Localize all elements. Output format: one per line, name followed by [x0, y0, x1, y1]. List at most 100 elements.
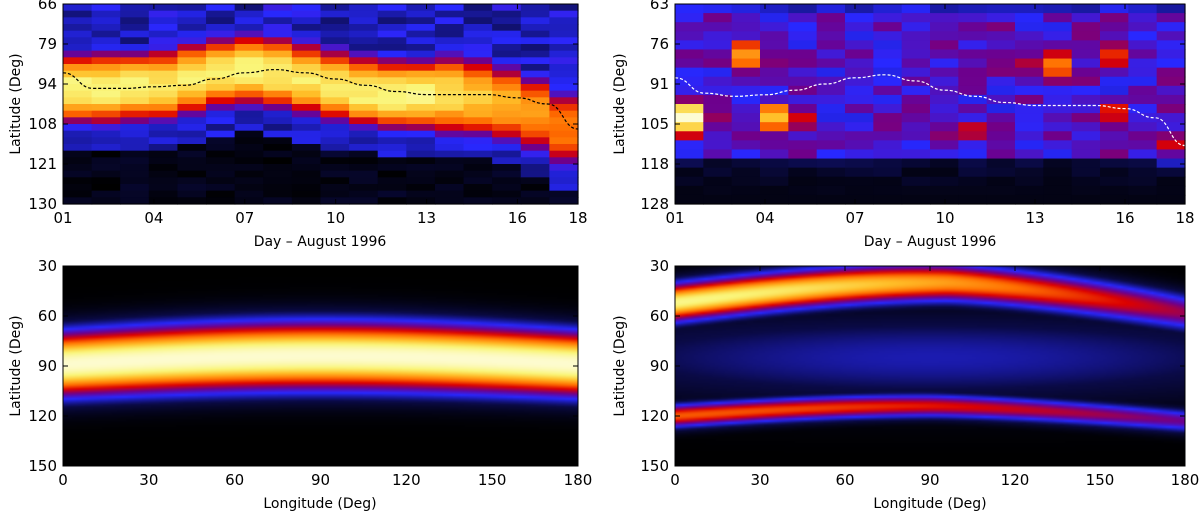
heatmap-cell [788, 167, 818, 178]
heatmap-cell [873, 104, 903, 114]
heatmap-cell [177, 90, 207, 98]
heatmap-cell [234, 137, 264, 145]
heatmap-cell [1015, 158, 1044, 169]
heatmap-cell [1043, 85, 1073, 96]
heatmap-cell [291, 110, 322, 118]
x-tick-label: 16 [1115, 209, 1134, 227]
heatmap-cell [958, 31, 988, 41]
heatmap-cell [549, 124, 579, 132]
heatmap-cell [930, 104, 959, 114]
heatmap-cell [63, 44, 93, 52]
heatmap-cell [377, 30, 407, 38]
heatmap-cell [731, 158, 761, 169]
heatmap-cell [234, 157, 264, 165]
heatmap-cell [760, 58, 789, 69]
heatmap-cell [349, 70, 379, 78]
heatmap-cell [1156, 40, 1186, 51]
x-tick-label: 180 [564, 471, 593, 489]
heatmap-cell [377, 4, 407, 12]
heatmap-cell [63, 137, 93, 145]
heatmap-cell [1100, 104, 1129, 114]
heatmap-cell [91, 150, 121, 158]
heatmap-cell [91, 110, 121, 118]
x-tick-label: 13 [1025, 209, 1044, 227]
heatmap-cell [263, 150, 293, 158]
heatmap-cell [320, 50, 350, 58]
heatmap-cell [148, 170, 179, 178]
heatmap-cell [377, 90, 407, 98]
heatmap-cell [263, 84, 293, 92]
heatmap-cell [291, 137, 322, 145]
x-tick-label: 0 [670, 471, 680, 489]
heatmap-cell [1043, 176, 1073, 187]
heatmap-cell [120, 164, 150, 172]
heatmap-cell [930, 22, 959, 32]
heatmap-cell [377, 144, 407, 152]
x-tick-label: 0 [58, 471, 68, 489]
heatmap-cell [349, 24, 379, 32]
heatmap-cell [177, 24, 207, 32]
y-tick-label: 63 [650, 0, 669, 13]
heatmap-cell [377, 157, 407, 165]
heatmap-cell [1071, 49, 1101, 60]
heatmap-cell [291, 44, 322, 52]
heatmap-cell [291, 117, 322, 125]
heatmap-cell [930, 40, 959, 51]
heatmap-cell [377, 150, 407, 158]
heatmap-cell [675, 131, 704, 141]
heatmap-cell [91, 57, 121, 65]
heatmap-cell [234, 197, 264, 205]
heatmap-cell [177, 177, 207, 185]
heatmap-cell [263, 184, 293, 192]
heatmap-cell [1043, 194, 1073, 205]
heatmap-cell [703, 4, 733, 14]
heatmap-cell [873, 94, 903, 105]
heatmap-cell [263, 10, 293, 18]
heatmap-cell [986, 85, 1016, 96]
heatmap-cell [816, 13, 846, 23]
heatmap-cell [406, 37, 436, 45]
y-axis-label: Latitude (Deg) [8, 53, 24, 154]
heatmap-cell [492, 57, 522, 65]
heatmap-cell [492, 157, 522, 165]
heatmap-cell [377, 77, 407, 85]
heatmap-cell [760, 104, 789, 114]
heatmap-cell [120, 177, 150, 185]
heatmap-cell [377, 24, 407, 32]
heatmap-cell [148, 24, 179, 32]
x-tick-label: 13 [417, 209, 436, 227]
heatmap-cell [120, 10, 150, 18]
heatmap-cell [349, 130, 379, 138]
heatmap-cell [320, 64, 350, 72]
heatmap-cell [958, 122, 988, 132]
heatmap-cell [845, 94, 874, 105]
heatmap-cell [320, 170, 350, 178]
heatmap-cell [177, 104, 207, 112]
heatmap-cell [406, 124, 436, 132]
heatmap-cell [263, 57, 293, 65]
heatmap-cell [349, 10, 379, 18]
heatmap-cell [320, 150, 350, 158]
heatmap-cell [675, 49, 704, 60]
heatmap-cell [120, 64, 150, 72]
heatmap-cell [148, 77, 179, 85]
heatmap-cell [406, 64, 436, 72]
heatmap-cell [177, 44, 207, 52]
heatmap-cell [206, 17, 236, 25]
heatmap-cell [958, 40, 988, 51]
heatmap-cell [263, 164, 293, 172]
heatmap-cell [788, 131, 818, 141]
heatmap-cell [703, 167, 733, 178]
heatmap-cell [120, 50, 150, 58]
heatmap-cell [492, 117, 522, 125]
heatmap-cell [434, 24, 465, 32]
heatmap-cell [1100, 94, 1129, 105]
heatmap-cell [63, 17, 93, 25]
heatmap-cell [1156, 13, 1186, 23]
heatmap-cell [492, 17, 522, 25]
heatmap-cell [91, 130, 121, 138]
heatmap-cell [291, 104, 322, 112]
heatmap-cell [377, 137, 407, 145]
heatmap-cell [263, 117, 293, 125]
heatmap-cell [1015, 131, 1044, 141]
